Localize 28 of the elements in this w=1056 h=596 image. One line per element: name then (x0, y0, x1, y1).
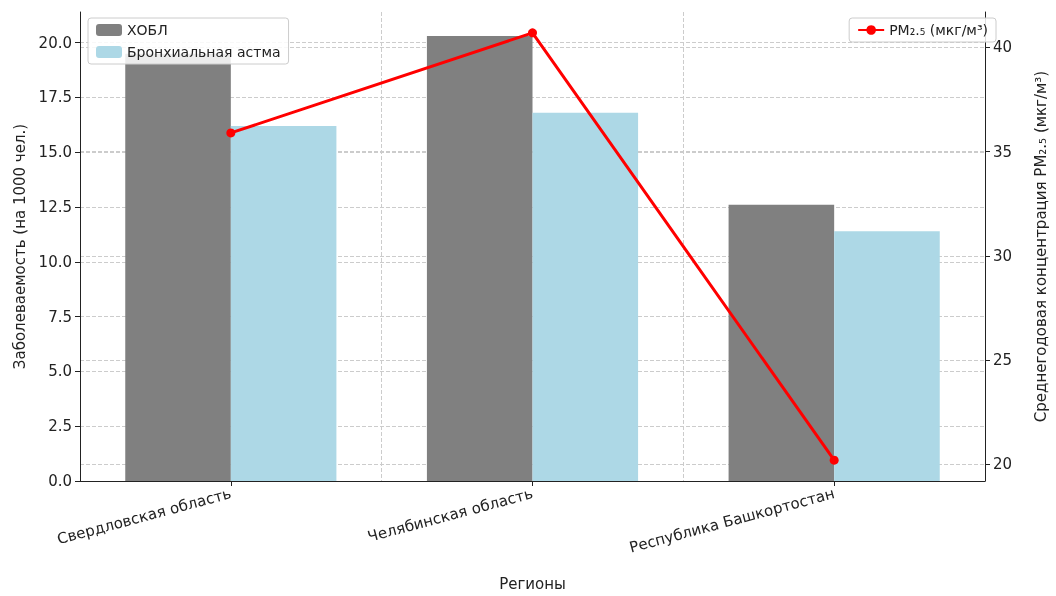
point (528, 28, 537, 38)
bar (728, 204, 835, 481)
y-axis-title: Заболеваемость (на 1000 чел.) (11, 123, 30, 370)
point (226, 128, 236, 138)
y-tick-label: 15.0 (38, 143, 72, 162)
y-tick-label: 2.5 (48, 417, 72, 436)
y-tick-label: 10.0 (38, 252, 72, 271)
y2-tick-label: 40 (993, 38, 1013, 57)
legend-label: Бронхиальная астма (127, 44, 281, 60)
bar (532, 112, 639, 481)
bar (426, 36, 533, 481)
y-tick-label: 7.5 (48, 307, 72, 326)
y2-tick-label: 30 (993, 246, 1013, 265)
x-axis-title: Регионы (499, 574, 566, 593)
bar (834, 231, 940, 481)
y2-tick-label: 25 (993, 351, 1013, 370)
point (829, 455, 839, 465)
y2-axis-title: Среднегодовая концентрация PM₂.₅ (мкг/м³) (1031, 70, 1050, 423)
y-tick-label: 12.5 (38, 198, 72, 217)
y2-tick-label: 35 (993, 142, 1013, 161)
bar (230, 125, 337, 481)
y-tick-label: 5.0 (48, 362, 72, 381)
legend-label: PM₂.₅ (мкг/м³) (889, 22, 989, 38)
y-tick-label: 0.0 (48, 472, 72, 490)
legend-label: ХОБЛ (127, 22, 168, 38)
y2-tick-label: 20 (993, 455, 1013, 474)
y-tick-label: 17.5 (38, 88, 72, 107)
y-tick-label: 20.0 (38, 33, 72, 52)
